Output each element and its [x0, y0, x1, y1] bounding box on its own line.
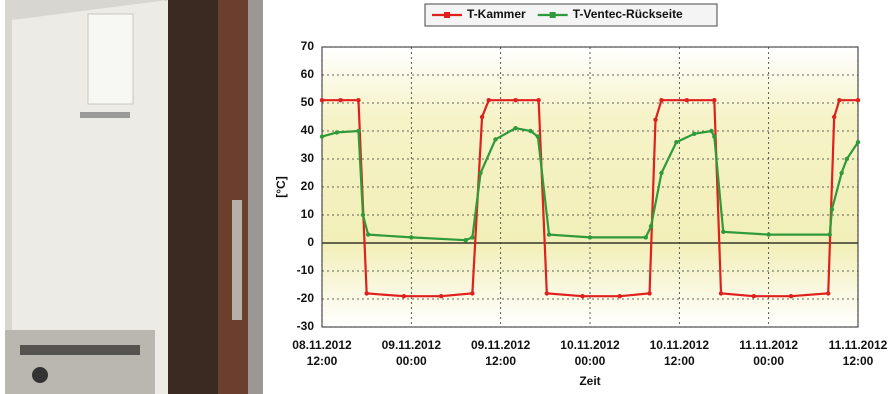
- y-tick-label: -30: [297, 319, 315, 333]
- y-tick-label: -10: [297, 263, 315, 277]
- y-axis-label: [°C]: [274, 176, 288, 197]
- point: [493, 137, 497, 141]
- point: [856, 140, 860, 144]
- y-tick-label: 10: [301, 207, 315, 221]
- point: [470, 291, 474, 295]
- point: [528, 129, 532, 133]
- legend-marker: [550, 12, 556, 18]
- point: [547, 232, 551, 236]
- page: [°C] Zeit -30 -20 -10 0 10 20 30 40 50 60 70 T-Kamm…: [0, 0, 894, 394]
- point: [709, 129, 713, 133]
- point: [830, 207, 834, 211]
- point: [356, 129, 360, 133]
- point: [335, 130, 339, 134]
- point: [647, 291, 651, 295]
- point: [712, 98, 716, 102]
- point: [712, 134, 716, 138]
- point: [409, 235, 413, 239]
- point: [470, 235, 474, 239]
- x-axis-label: Zeit: [579, 374, 600, 388]
- point: [618, 294, 622, 298]
- point: [320, 98, 324, 102]
- point: [361, 213, 365, 217]
- y-tick-label: 50: [301, 95, 315, 109]
- point: [513, 98, 517, 102]
- legend-marker: [444, 12, 450, 18]
- point: [366, 232, 370, 236]
- point: [580, 294, 584, 298]
- point: [480, 115, 484, 119]
- point: [644, 235, 648, 239]
- point: [674, 140, 678, 144]
- y-tick-label: 20: [301, 179, 315, 193]
- y-tick-label: 30: [301, 151, 315, 165]
- point: [478, 171, 482, 175]
- point: [338, 98, 342, 102]
- point: [320, 134, 324, 138]
- chart: [°C] Zeit -30 -20 -10 0 10 20 30 40 50 60 70 T-Kamm…: [0, 0, 894, 394]
- point: [719, 291, 723, 295]
- point: [845, 157, 849, 161]
- point: [789, 294, 793, 298]
- point: [685, 98, 689, 102]
- point: [545, 291, 549, 295]
- x-tick-label: 09.11.2012 12:00: [456, 337, 546, 369]
- point: [659, 98, 663, 102]
- x-tick-label: 08.11.2012 12:00: [277, 337, 367, 369]
- point: [649, 224, 653, 228]
- point: [752, 294, 756, 298]
- y-tick-label: 70: [301, 39, 315, 53]
- point: [653, 118, 657, 122]
- y-tick-label: -20: [297, 291, 315, 305]
- x-tick-label: 10.11.2012 12:00: [634, 337, 724, 369]
- point: [692, 132, 696, 136]
- point: [856, 98, 860, 102]
- legend-label: T-Kammer: [467, 7, 526, 21]
- point: [832, 115, 836, 119]
- point: [536, 134, 540, 138]
- y-tick-label: 60: [301, 67, 315, 81]
- point: [826, 291, 830, 295]
- point: [463, 238, 467, 242]
- point: [513, 126, 517, 130]
- point: [721, 230, 725, 234]
- photo: [5, 0, 263, 394]
- point: [837, 98, 841, 102]
- point: [439, 294, 443, 298]
- x-tick-label: 10.11.2012 00:00: [545, 337, 635, 369]
- x-tick-label: 11.11.2012 12:00: [813, 337, 894, 369]
- x-tick-label: 09.11.2012 00:00: [366, 337, 456, 369]
- point: [364, 291, 368, 295]
- point: [659, 171, 663, 175]
- point: [766, 232, 770, 236]
- point: [828, 232, 832, 236]
- x-tick-label: 11.11.2012 00:00: [724, 337, 814, 369]
- y-tick-label: 40: [301, 123, 315, 137]
- legend-label: T-Ventec-Rückseite: [573, 7, 683, 21]
- point: [588, 235, 592, 239]
- point: [536, 98, 540, 102]
- point: [402, 294, 406, 298]
- point: [487, 98, 491, 102]
- point: [839, 171, 843, 175]
- point: [356, 98, 360, 102]
- y-tick-label: 0: [307, 235, 314, 249]
